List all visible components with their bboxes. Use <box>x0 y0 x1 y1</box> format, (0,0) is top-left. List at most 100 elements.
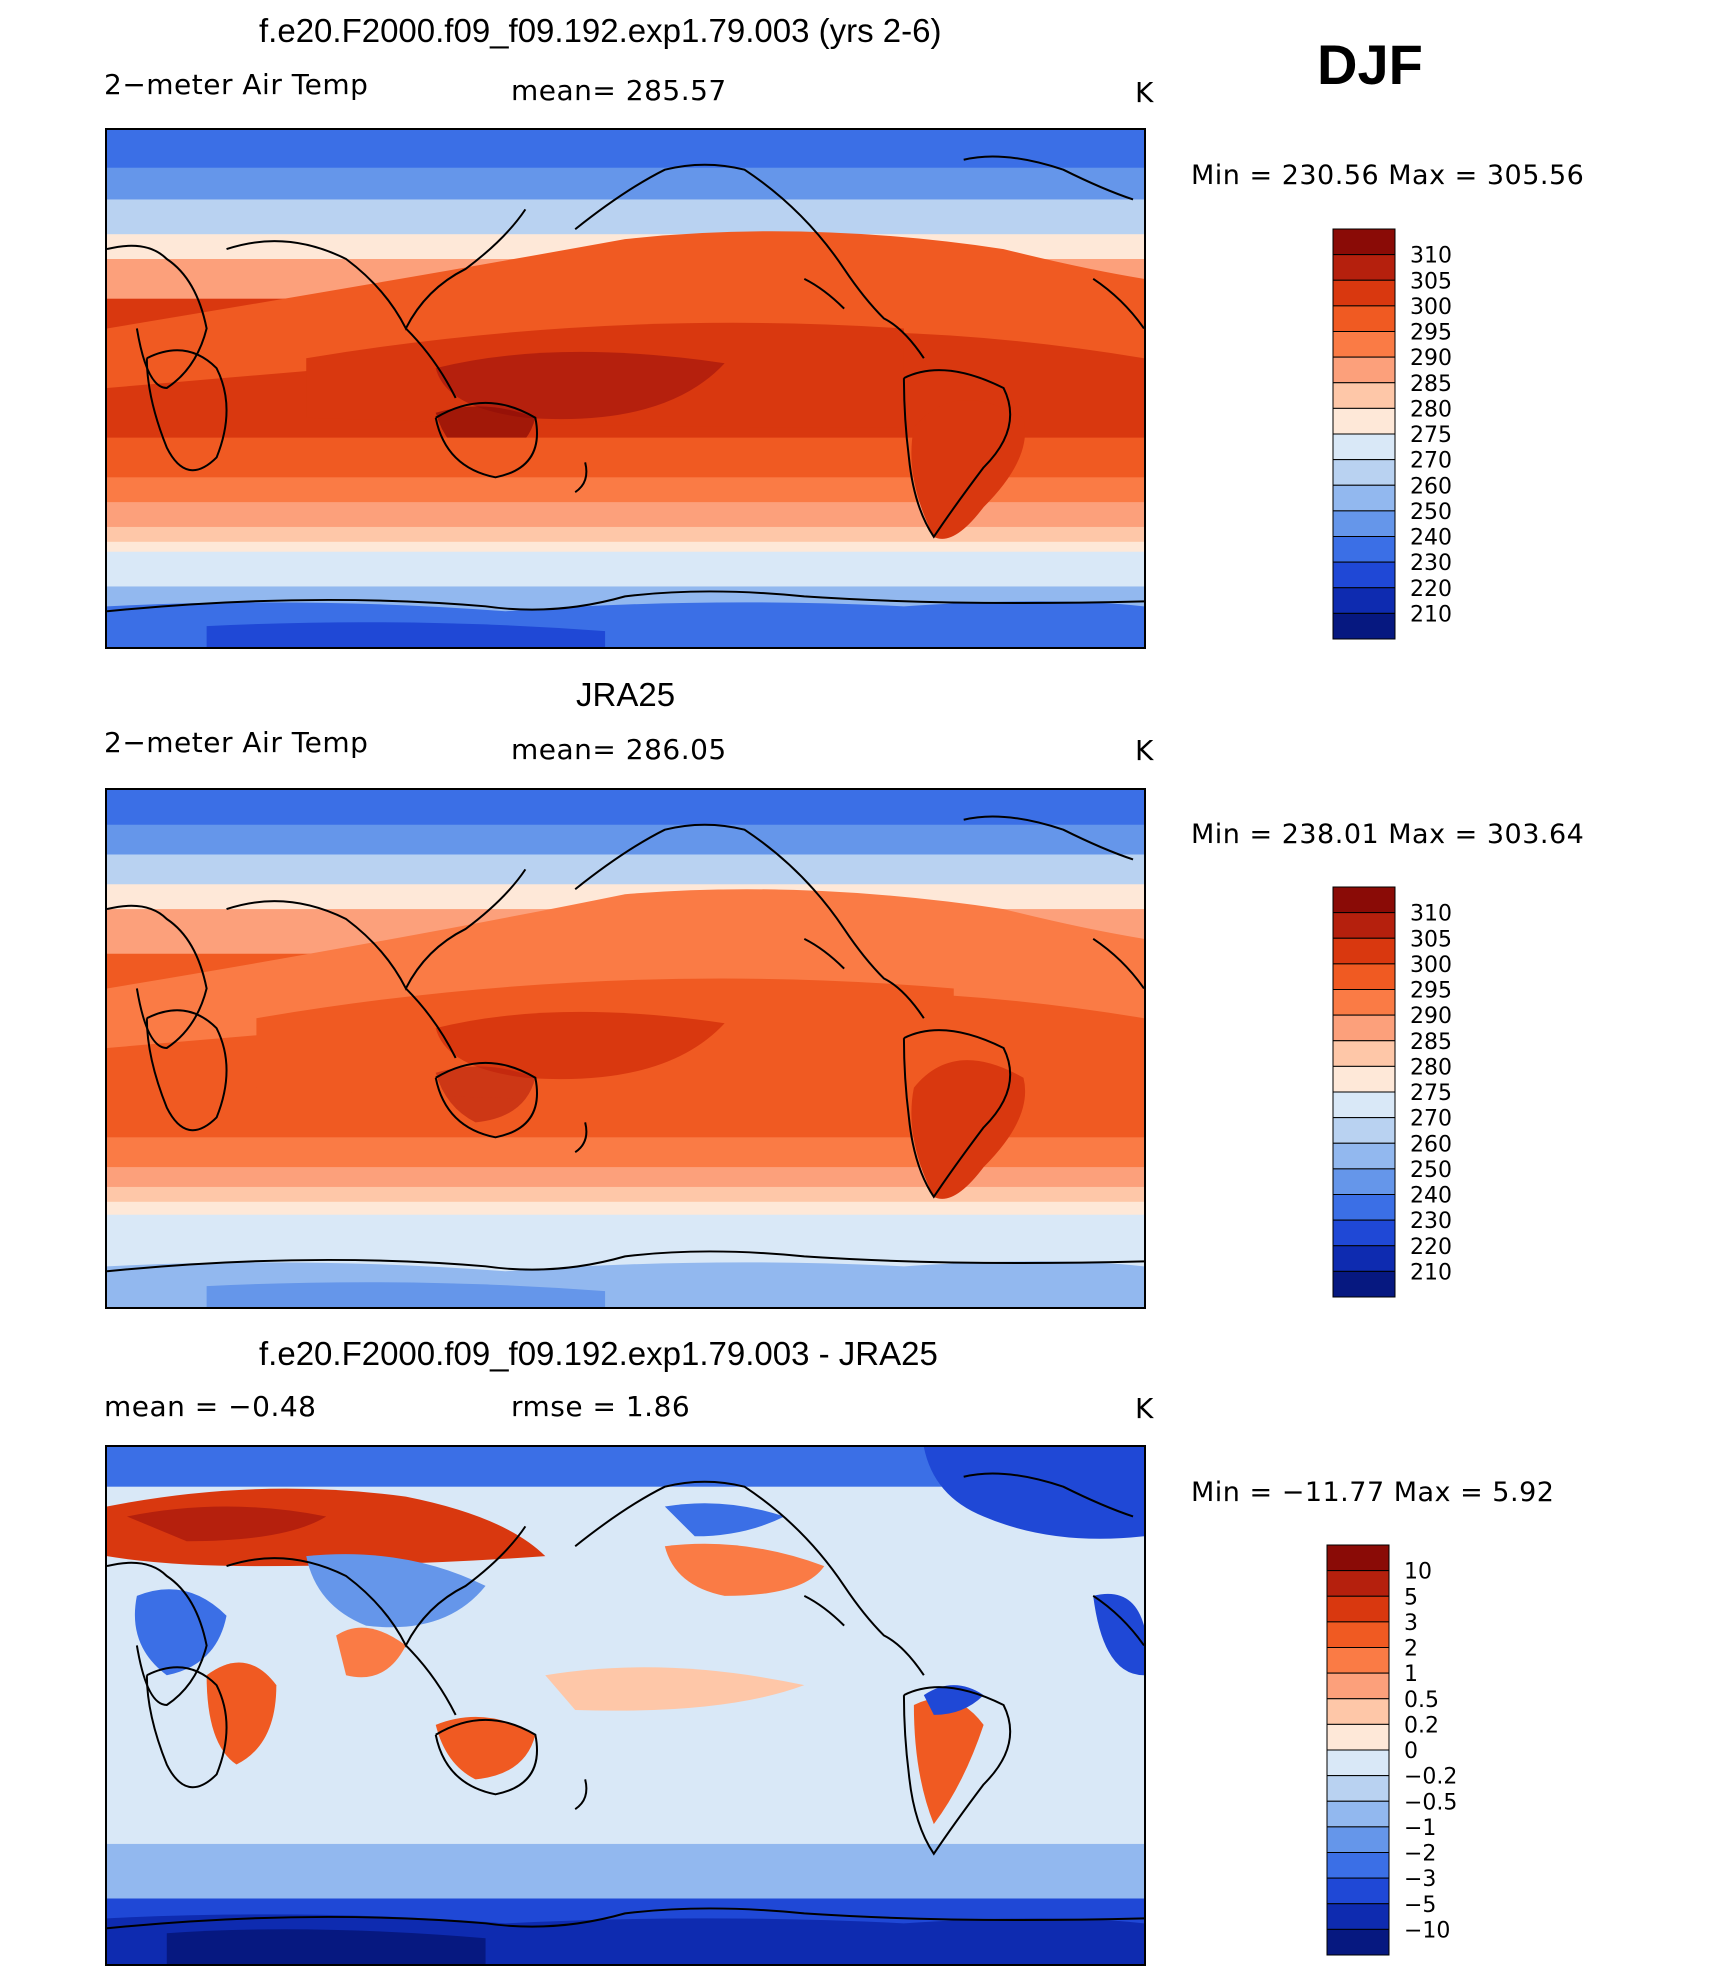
colorbar-label: 280 <box>1410 1055 1452 1080</box>
panel-2-units: K <box>1135 734 1154 767</box>
colorbar-swatch <box>1326 1570 1390 1597</box>
colorbar-swatch <box>1332 254 1396 281</box>
colorbar-swatch <box>1332 1270 1396 1298</box>
colorbar-swatch <box>1332 1040 1396 1067</box>
colorbar-swatch <box>1332 228 1396 256</box>
colorbar-swatch <box>1326 1544 1390 1572</box>
colorbar-swatch <box>1326 1903 1390 1930</box>
colorbar-swatch <box>1332 331 1396 358</box>
panel-2-map <box>105 788 1146 1309</box>
panel-1-title: f.e20.F2000.f09_f09.192.exp1.79.003 (yrs… <box>259 12 942 49</box>
panel-3-rmse-label: rmse = 1.86 <box>511 1390 691 1423</box>
colorbar-swatch <box>1332 1117 1396 1144</box>
panel-2-colorbar-svg: 3103053002952902852802752702602502402302… <box>1332 886 1452 1298</box>
colorbar-label: 220 <box>1410 1235 1452 1260</box>
colorbar-swatch <box>1332 912 1396 939</box>
colorbar-label: 230 <box>1410 1209 1452 1234</box>
colorbar-label: 0 <box>1404 1739 1418 1764</box>
panel-1-variable-label: 2−meter Air Temp <box>104 68 369 101</box>
colorbar-swatch <box>1332 1245 1396 1272</box>
colorbar-swatch <box>1326 1852 1390 1879</box>
colorbar-label: 210 <box>1410 1260 1452 1285</box>
colorbar-swatch <box>1332 510 1396 537</box>
colorbar-label: 270 <box>1410 1107 1452 1132</box>
colorbar-label: 285 <box>1410 1030 1452 1055</box>
colorbar-swatch <box>1332 963 1396 990</box>
panel-1-map <box>105 128 1146 649</box>
panel-3-difference-field <box>107 1447 1144 1964</box>
colorbar-swatch <box>1326 1928 1390 1956</box>
colorbar-label: 310 <box>1410 902 1452 927</box>
colorbar-label: −2 <box>1404 1842 1436 1867</box>
colorbar-label: −10 <box>1404 1918 1450 1943</box>
panel-3-units: K <box>1135 1392 1154 1425</box>
colorbar-swatch <box>1332 1168 1396 1195</box>
colorbar-label: 295 <box>1410 321 1452 346</box>
colorbar-swatch <box>1326 1749 1390 1777</box>
colorbar-swatch <box>1332 305 1396 332</box>
colorbar-swatch <box>1332 484 1396 512</box>
colorbar-swatch <box>1332 561 1396 589</box>
colorbar-swatch <box>1326 1775 1390 1802</box>
colorbar-label: 295 <box>1410 979 1452 1004</box>
colorbar-label: 240 <box>1410 1184 1452 1209</box>
panel-3-title: f.e20.F2000.f09_f09.192.exp1.79.003 - JR… <box>259 1335 938 1372</box>
colorbar-label: 5 <box>1404 1585 1418 1610</box>
panel-1-colorbar-svg: 3103053002952902852802752702602502402302… <box>1332 228 1452 640</box>
colorbar-label: 310 <box>1410 244 1452 269</box>
colorbar-swatch <box>1326 1826 1390 1853</box>
colorbar-swatch <box>1332 1219 1396 1247</box>
colorbar-label: −0.2 <box>1404 1765 1457 1790</box>
panel-1-mean-label: mean= 285.57 <box>511 74 727 107</box>
colorbar-label: −0.5 <box>1404 1790 1457 1815</box>
colorbar-label: 290 <box>1410 346 1452 371</box>
colorbar-swatch <box>1326 1800 1390 1828</box>
colorbar-swatch <box>1332 382 1396 409</box>
colorbar-swatch <box>1332 1091 1396 1119</box>
colorbar-label: 285 <box>1410 372 1452 397</box>
panel-3-map <box>105 1445 1146 1966</box>
colorbar-swatch <box>1332 587 1396 614</box>
season-label: DJF <box>1317 33 1423 96</box>
colorbar-label: 260 <box>1410 474 1452 499</box>
panel-3-mean-label: mean = −0.48 <box>104 1390 317 1423</box>
colorbar-swatch <box>1332 279 1396 307</box>
colorbar-swatch <box>1326 1877 1390 1905</box>
colorbar-swatch <box>1332 433 1396 461</box>
colorbar-swatch <box>1332 356 1396 384</box>
colorbar-swatch <box>1326 1698 1390 1725</box>
colorbar-label: −3 <box>1404 1867 1436 1892</box>
colorbar-swatch <box>1326 1595 1390 1623</box>
colorbar-swatch <box>1326 1723 1390 1751</box>
colorbar-label: 260 <box>1410 1132 1452 1157</box>
colorbar-swatch <box>1332 886 1396 914</box>
colorbar-label: 3 <box>1404 1611 1418 1636</box>
colorbar-label: 305 <box>1410 269 1452 294</box>
colorbar-label: 210 <box>1410 602 1452 627</box>
panel-1-colorbar: 310 305 300 295 290 285 280 275 270 260 250 240 230 2… <box>1332 228 1513 649</box>
colorbar-label: 0.2 <box>1404 1713 1439 1738</box>
colorbar-label: 230 <box>1410 551 1452 576</box>
panel-2-temperature-field <box>107 790 1144 1307</box>
colorbar-swatch <box>1326 1621 1390 1648</box>
colorbar-label: 0.5 <box>1404 1688 1439 1713</box>
colorbar-label: −1 <box>1404 1816 1436 1841</box>
colorbar-swatch <box>1326 1647 1390 1674</box>
colorbar-swatch <box>1332 536 1396 563</box>
colorbar-label: 305 <box>1410 927 1452 952</box>
colorbar-swatch <box>1332 937 1396 965</box>
colorbar-swatch <box>1332 1014 1396 1042</box>
colorbar-swatch <box>1332 459 1396 486</box>
colorbar-swatch <box>1332 1065 1396 1093</box>
colorbar-swatch <box>1332 989 1396 1016</box>
colorbar-swatch <box>1332 612 1396 640</box>
colorbar-label: 220 <box>1410 577 1452 602</box>
colorbar-label: 2 <box>1404 1637 1418 1662</box>
colorbar-label: −5 <box>1404 1893 1436 1918</box>
colorbar-label: 250 <box>1410 1158 1452 1183</box>
colorbar-label: 1 <box>1404 1662 1418 1687</box>
panel-2-minmax: Min = 238.01 Max = 303.64 <box>1191 819 1585 850</box>
colorbar-swatch <box>1332 407 1396 435</box>
colorbar-swatch <box>1332 1194 1396 1221</box>
